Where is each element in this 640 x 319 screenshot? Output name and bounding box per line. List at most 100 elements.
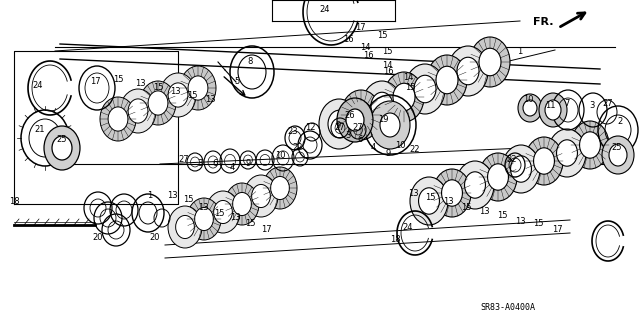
- Text: 18: 18: [390, 235, 400, 244]
- Ellipse shape: [148, 91, 168, 115]
- Text: 25: 25: [57, 136, 67, 145]
- Text: 13: 13: [443, 197, 453, 205]
- Text: 13: 13: [515, 217, 525, 226]
- Text: 3: 3: [197, 160, 203, 168]
- Text: 13: 13: [408, 189, 419, 197]
- Ellipse shape: [225, 183, 259, 225]
- Text: 9: 9: [385, 149, 390, 158]
- Text: 16: 16: [342, 35, 353, 44]
- Text: 27: 27: [353, 122, 364, 131]
- Ellipse shape: [252, 184, 270, 208]
- Text: 1: 1: [147, 190, 152, 199]
- Text: 18: 18: [9, 197, 19, 206]
- Text: 13: 13: [205, 94, 215, 103]
- Text: 14: 14: [381, 61, 392, 70]
- Text: 9: 9: [245, 159, 251, 167]
- Text: 14: 14: [360, 42, 371, 51]
- Ellipse shape: [465, 172, 486, 198]
- Ellipse shape: [548, 129, 586, 177]
- Text: 4: 4: [371, 144, 376, 152]
- Text: 24: 24: [320, 5, 330, 14]
- Text: 27: 27: [603, 99, 613, 108]
- Text: 7: 7: [564, 99, 570, 108]
- Text: 13: 13: [230, 213, 240, 222]
- Ellipse shape: [511, 156, 531, 182]
- Text: 15: 15: [183, 196, 193, 204]
- Ellipse shape: [580, 132, 600, 158]
- Ellipse shape: [175, 215, 195, 239]
- Text: SR83-A0400A: SR83-A0400A: [481, 302, 536, 311]
- Ellipse shape: [188, 76, 208, 100]
- Text: 16: 16: [363, 51, 373, 61]
- Ellipse shape: [557, 140, 577, 166]
- Ellipse shape: [545, 100, 561, 120]
- Ellipse shape: [206, 191, 240, 233]
- Text: 24: 24: [33, 80, 44, 90]
- Ellipse shape: [160, 73, 196, 117]
- Text: 15: 15: [425, 194, 435, 203]
- Ellipse shape: [44, 126, 80, 170]
- Text: 13: 13: [166, 190, 177, 199]
- Text: 6: 6: [357, 136, 363, 145]
- Ellipse shape: [384, 72, 424, 122]
- Ellipse shape: [346, 109, 364, 131]
- Text: 10: 10: [275, 151, 285, 160]
- Ellipse shape: [427, 55, 467, 105]
- Text: 15: 15: [461, 203, 471, 211]
- Text: 21: 21: [35, 125, 45, 135]
- Text: 13: 13: [479, 206, 490, 216]
- Text: FR.: FR.: [532, 17, 553, 27]
- Ellipse shape: [128, 99, 148, 123]
- Text: 11: 11: [545, 100, 556, 109]
- Ellipse shape: [214, 200, 232, 224]
- Text: 8: 8: [247, 57, 253, 66]
- Text: 15: 15: [377, 31, 387, 40]
- Text: 22: 22: [410, 145, 420, 154]
- Ellipse shape: [479, 153, 517, 201]
- Text: 13: 13: [134, 78, 145, 87]
- Text: 15: 15: [244, 219, 255, 227]
- Text: 17: 17: [355, 24, 365, 33]
- Ellipse shape: [100, 97, 136, 141]
- Text: 20: 20: [93, 233, 103, 241]
- Text: 13: 13: [198, 204, 208, 212]
- Text: 4: 4: [229, 162, 235, 172]
- Ellipse shape: [337, 98, 373, 142]
- Ellipse shape: [442, 180, 463, 206]
- Ellipse shape: [410, 177, 448, 225]
- Ellipse shape: [52, 136, 72, 160]
- Text: 17: 17: [552, 225, 563, 234]
- Ellipse shape: [328, 110, 350, 138]
- Ellipse shape: [479, 48, 501, 76]
- Text: 23: 23: [288, 128, 298, 137]
- Text: 22: 22: [292, 144, 303, 152]
- Text: 17: 17: [260, 225, 271, 234]
- Ellipse shape: [341, 90, 381, 140]
- Text: 15: 15: [153, 83, 163, 92]
- Text: 3: 3: [589, 100, 595, 109]
- Ellipse shape: [502, 145, 540, 193]
- Text: 6: 6: [212, 159, 218, 167]
- Ellipse shape: [195, 207, 213, 231]
- Text: 17: 17: [90, 78, 100, 86]
- Ellipse shape: [140, 81, 176, 125]
- Ellipse shape: [168, 83, 188, 107]
- Ellipse shape: [120, 89, 156, 133]
- Ellipse shape: [436, 66, 458, 94]
- Text: 15: 15: [404, 83, 415, 92]
- Text: 9: 9: [335, 121, 340, 130]
- Ellipse shape: [457, 57, 479, 85]
- Text: 25: 25: [612, 144, 622, 152]
- Text: 27: 27: [179, 155, 189, 165]
- Ellipse shape: [180, 66, 216, 110]
- Text: 14: 14: [403, 73, 413, 83]
- Ellipse shape: [534, 148, 554, 174]
- Ellipse shape: [393, 83, 415, 111]
- Text: 15: 15: [113, 76, 124, 85]
- Ellipse shape: [168, 206, 202, 248]
- Ellipse shape: [433, 169, 471, 217]
- Ellipse shape: [518, 94, 542, 122]
- Ellipse shape: [362, 81, 402, 131]
- Text: 24: 24: [403, 224, 413, 233]
- Text: 10: 10: [523, 95, 533, 105]
